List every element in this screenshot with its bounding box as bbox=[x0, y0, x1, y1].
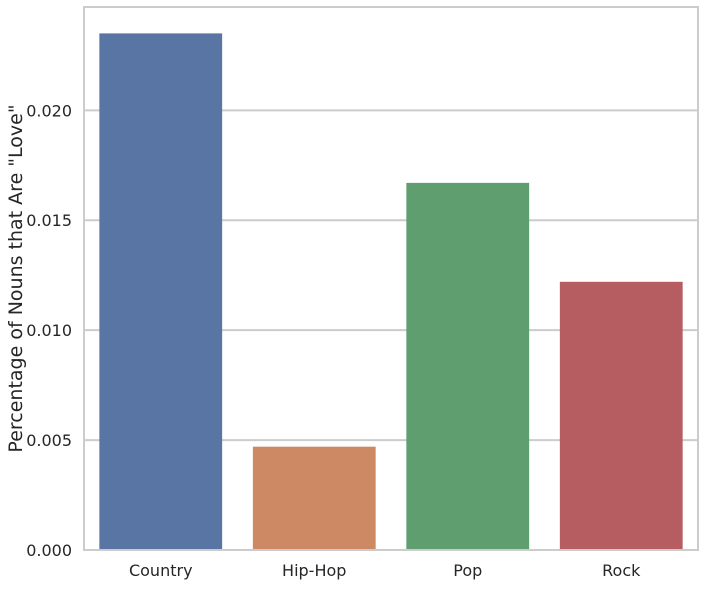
x-tick-label: Country bbox=[129, 561, 193, 580]
x-tick-labels: Country Hip-Hop Pop Rock bbox=[129, 561, 641, 580]
plot-frame bbox=[83, 6, 699, 551]
bar-rock bbox=[559, 281, 683, 550]
y-tick-labels: 0.000 0.005 0.010 0.015 0.020 bbox=[26, 101, 72, 560]
x-tick-label: Rock bbox=[602, 561, 641, 580]
y-axis-label: Percentage of Nouns that Are "Love" bbox=[5, 104, 27, 452]
y-tick-label: 0.015 bbox=[26, 211, 72, 230]
y-tick-label: 0.020 bbox=[26, 101, 72, 120]
x-tick-label: Hip-Hop bbox=[282, 561, 346, 580]
y-tick-label: 0.005 bbox=[26, 431, 72, 450]
bar-hip-hop bbox=[252, 446, 376, 550]
bars bbox=[99, 33, 683, 551]
x-tick-label: Pop bbox=[453, 561, 482, 580]
bar-country bbox=[99, 33, 223, 551]
y-tick-label: 0.000 bbox=[26, 541, 72, 560]
y-tick-label: 0.010 bbox=[26, 321, 72, 340]
bar-pop bbox=[406, 182, 530, 550]
